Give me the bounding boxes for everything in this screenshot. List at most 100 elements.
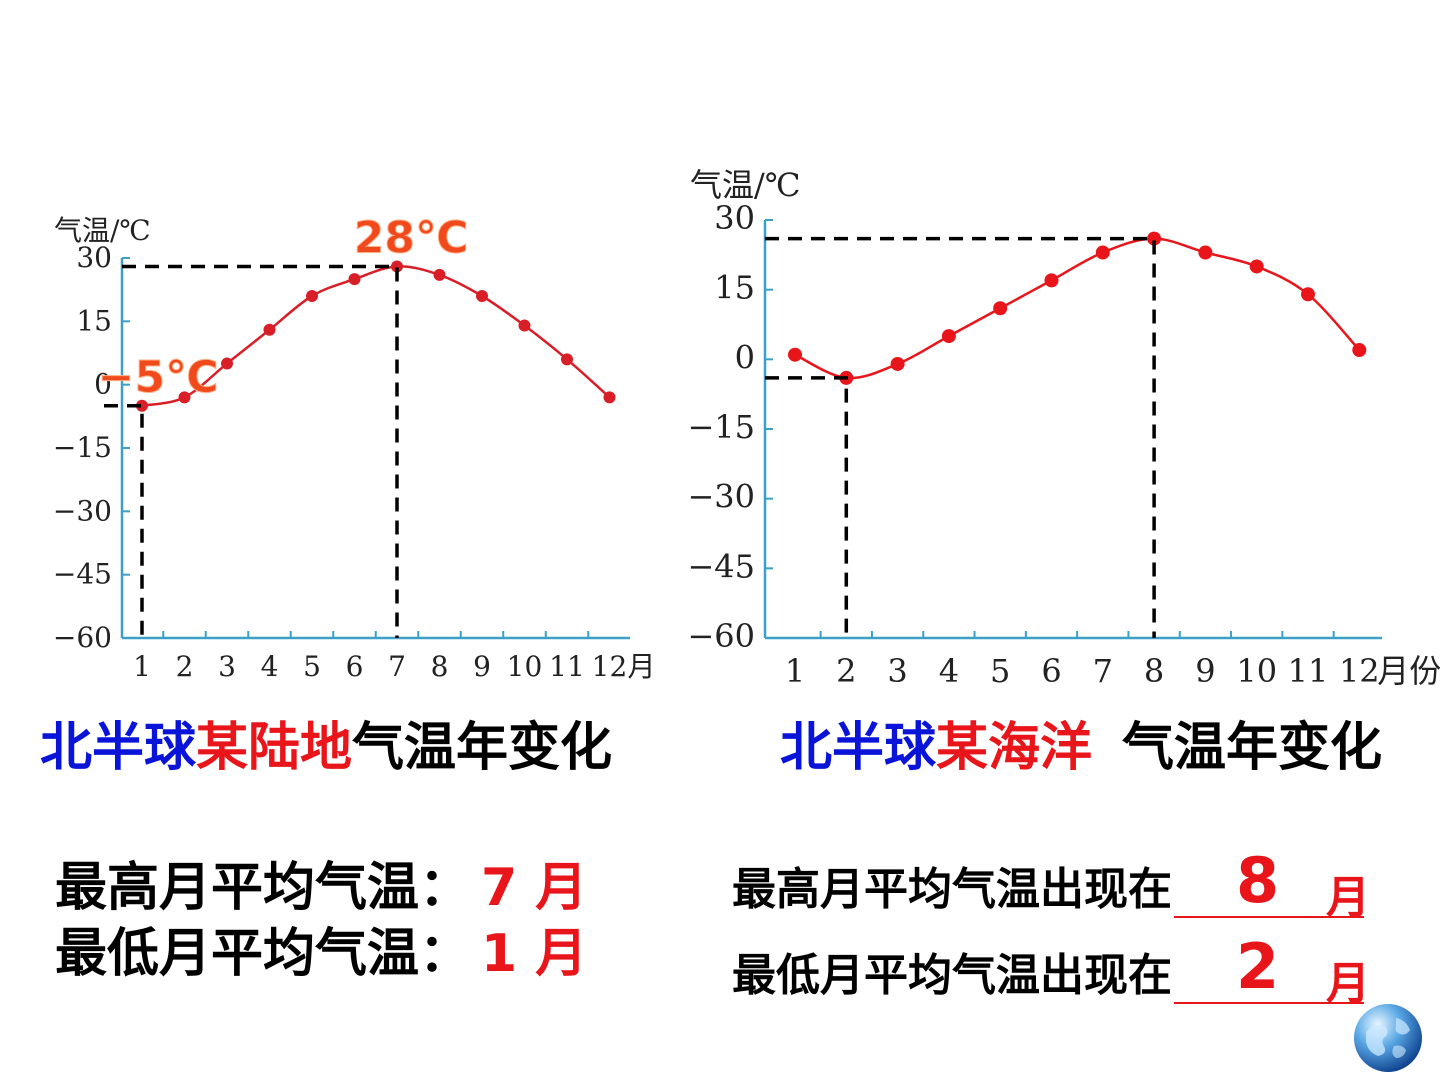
ocean-max-label: 最高月平均气温出现在 <box>732 864 1172 915</box>
land-title-location: 某陆地 <box>196 718 353 778</box>
max-guide-dashed-line <box>122 264 399 638</box>
globe-icon <box>1354 1004 1422 1072</box>
data-point-month-12 <box>1352 343 1367 358</box>
ocean-chart-title: 北半球某海洋 气温年变化 <box>780 718 1382 778</box>
x-tick-label: 3 <box>887 652 907 690</box>
data-point-month-5 <box>993 301 1008 316</box>
y-axis-label: 气温/℃ <box>690 166 801 204</box>
ocean-min-answer: 最低月平均气温出现在 2 月 <box>732 936 1370 1010</box>
x-tick-label: 7 <box>388 650 406 683</box>
land-title-hemisphere: 北半球 <box>40 718 197 778</box>
ocean-max-answer: 最高月平均气温出现在 8 月 <box>732 850 1370 924</box>
land-max-value: 7 月 <box>481 858 588 918</box>
y-tick-label: −15 <box>687 408 755 446</box>
min-temp-annotation: −5℃ <box>98 352 219 403</box>
data-point-month-4 <box>263 323 276 336</box>
y-tick-label: −30 <box>687 478 755 516</box>
y-axis-label: 气温/℃ <box>54 214 151 247</box>
y-tick-label: 30 <box>714 199 755 237</box>
y-tick-label: 15 <box>76 304 112 337</box>
ocean-title-location: 某海洋 <box>936 718 1093 778</box>
data-point-month-5 <box>306 290 318 302</box>
x-tick-label: 7 <box>1093 652 1113 690</box>
data-point-month-8 <box>433 268 446 281</box>
data-point-month-11 <box>561 353 573 366</box>
x-tick-label: 8 <box>431 650 449 683</box>
ocean-title-hemisphere: 北半球 <box>780 718 937 778</box>
x-tick-label: 9 <box>473 650 491 683</box>
data-point-month-10 <box>518 319 531 332</box>
x-tick-label: 10 <box>507 650 543 683</box>
land-min-answer: 最低月平均气温： 1 月 <box>55 922 587 986</box>
data-point-month-6 <box>1044 273 1059 288</box>
x-tick-label: 12 <box>1339 652 1380 690</box>
data-point-month-3 <box>221 357 233 370</box>
y-tick-label: −15 <box>53 431 112 464</box>
x-tick-label: 4 <box>939 652 959 690</box>
x-tick-label: 11 <box>1288 652 1329 690</box>
data-point-month-12 <box>603 391 616 404</box>
x-tick-label: 9 <box>1195 652 1215 690</box>
x-tick-label: 12 <box>592 650 628 683</box>
y-tick-label: 15 <box>714 269 755 307</box>
x-tick-label: 10 <box>1236 652 1277 690</box>
ocean-title-subject: 气温年变化 <box>1122 718 1383 778</box>
land-title-subject: 气温年变化 <box>352 718 613 778</box>
data-point-month-4 <box>941 329 956 344</box>
x-tick-label: 3 <box>218 650 236 683</box>
y-tick-label: 0 <box>735 338 755 376</box>
y-tick-label: −60 <box>53 621 112 654</box>
data-point-month-9 <box>1198 245 1213 260</box>
y-tick-label: −60 <box>687 617 755 655</box>
x-axis-unit: 月份 <box>1377 652 1440 690</box>
x-tick-label: 11 <box>549 650 585 683</box>
data-point-month-11 <box>1301 287 1315 302</box>
x-tick-label: 6 <box>1041 652 1061 690</box>
x-tick-label: 2 <box>176 650 194 683</box>
data-point-month-8 <box>1147 231 1162 246</box>
land-min-label: 最低月平均气温： <box>55 924 472 984</box>
data-point-month-7 <box>1095 245 1110 260</box>
y-tick-label: −30 <box>53 494 112 527</box>
min-guide-dashed-line <box>765 376 849 638</box>
x-axis-unit: 月 <box>628 650 656 683</box>
data-point-month-3 <box>890 356 905 371</box>
temperature-series-line <box>794 237 1361 380</box>
x-tick-label: 5 <box>303 650 321 683</box>
y-tick-label: 30 <box>76 241 112 274</box>
data-point-month-1 <box>136 399 148 412</box>
ocean-max-value: 8 <box>1236 844 1280 917</box>
ocean-min-unit: 月 <box>1326 958 1370 1009</box>
land-max-label: 最高月平均气温： <box>55 858 472 918</box>
y-tick-label: 0 <box>94 368 112 401</box>
max-temp-annotation: 28℃ <box>354 212 469 263</box>
x-tick-label: 6 <box>346 650 364 683</box>
data-point-month-1 <box>788 347 802 362</box>
min-guide-dashed-line <box>104 404 144 638</box>
data-point-month-7 <box>391 260 403 273</box>
x-tick-label: 2 <box>836 652 856 690</box>
max-guide-dashed-line <box>765 236 1156 638</box>
x-tick-label: 8 <box>1144 652 1164 690</box>
ocean-min-label: 最低月平均气温出现在 <box>732 950 1172 1001</box>
ocean-max-blank: 8 <box>1174 850 1364 918</box>
data-point-month-2 <box>178 391 191 404</box>
y-tick-label: −45 <box>53 558 112 591</box>
x-tick-label: 5 <box>990 652 1010 690</box>
x-tick-label: 1 <box>785 652 805 690</box>
ocean-min-value: 2 <box>1236 930 1280 1003</box>
x-tick-label: 1 <box>133 650 151 683</box>
data-point-month-6 <box>348 273 361 286</box>
ocean-min-blank: 2 <box>1174 936 1364 1004</box>
land-max-answer: 最高月平均气温： 7 月 <box>55 856 587 920</box>
x-tick-label: 4 <box>261 650 279 683</box>
land-min-value: 1 月 <box>481 924 588 984</box>
data-point-month-10 <box>1249 259 1264 274</box>
y-tick-label: −45 <box>687 547 755 585</box>
land-chart-title: 北半球某陆地气温年变化 <box>40 718 612 778</box>
ocean-max-unit: 月 <box>1326 872 1370 923</box>
data-point-month-9 <box>476 290 488 302</box>
